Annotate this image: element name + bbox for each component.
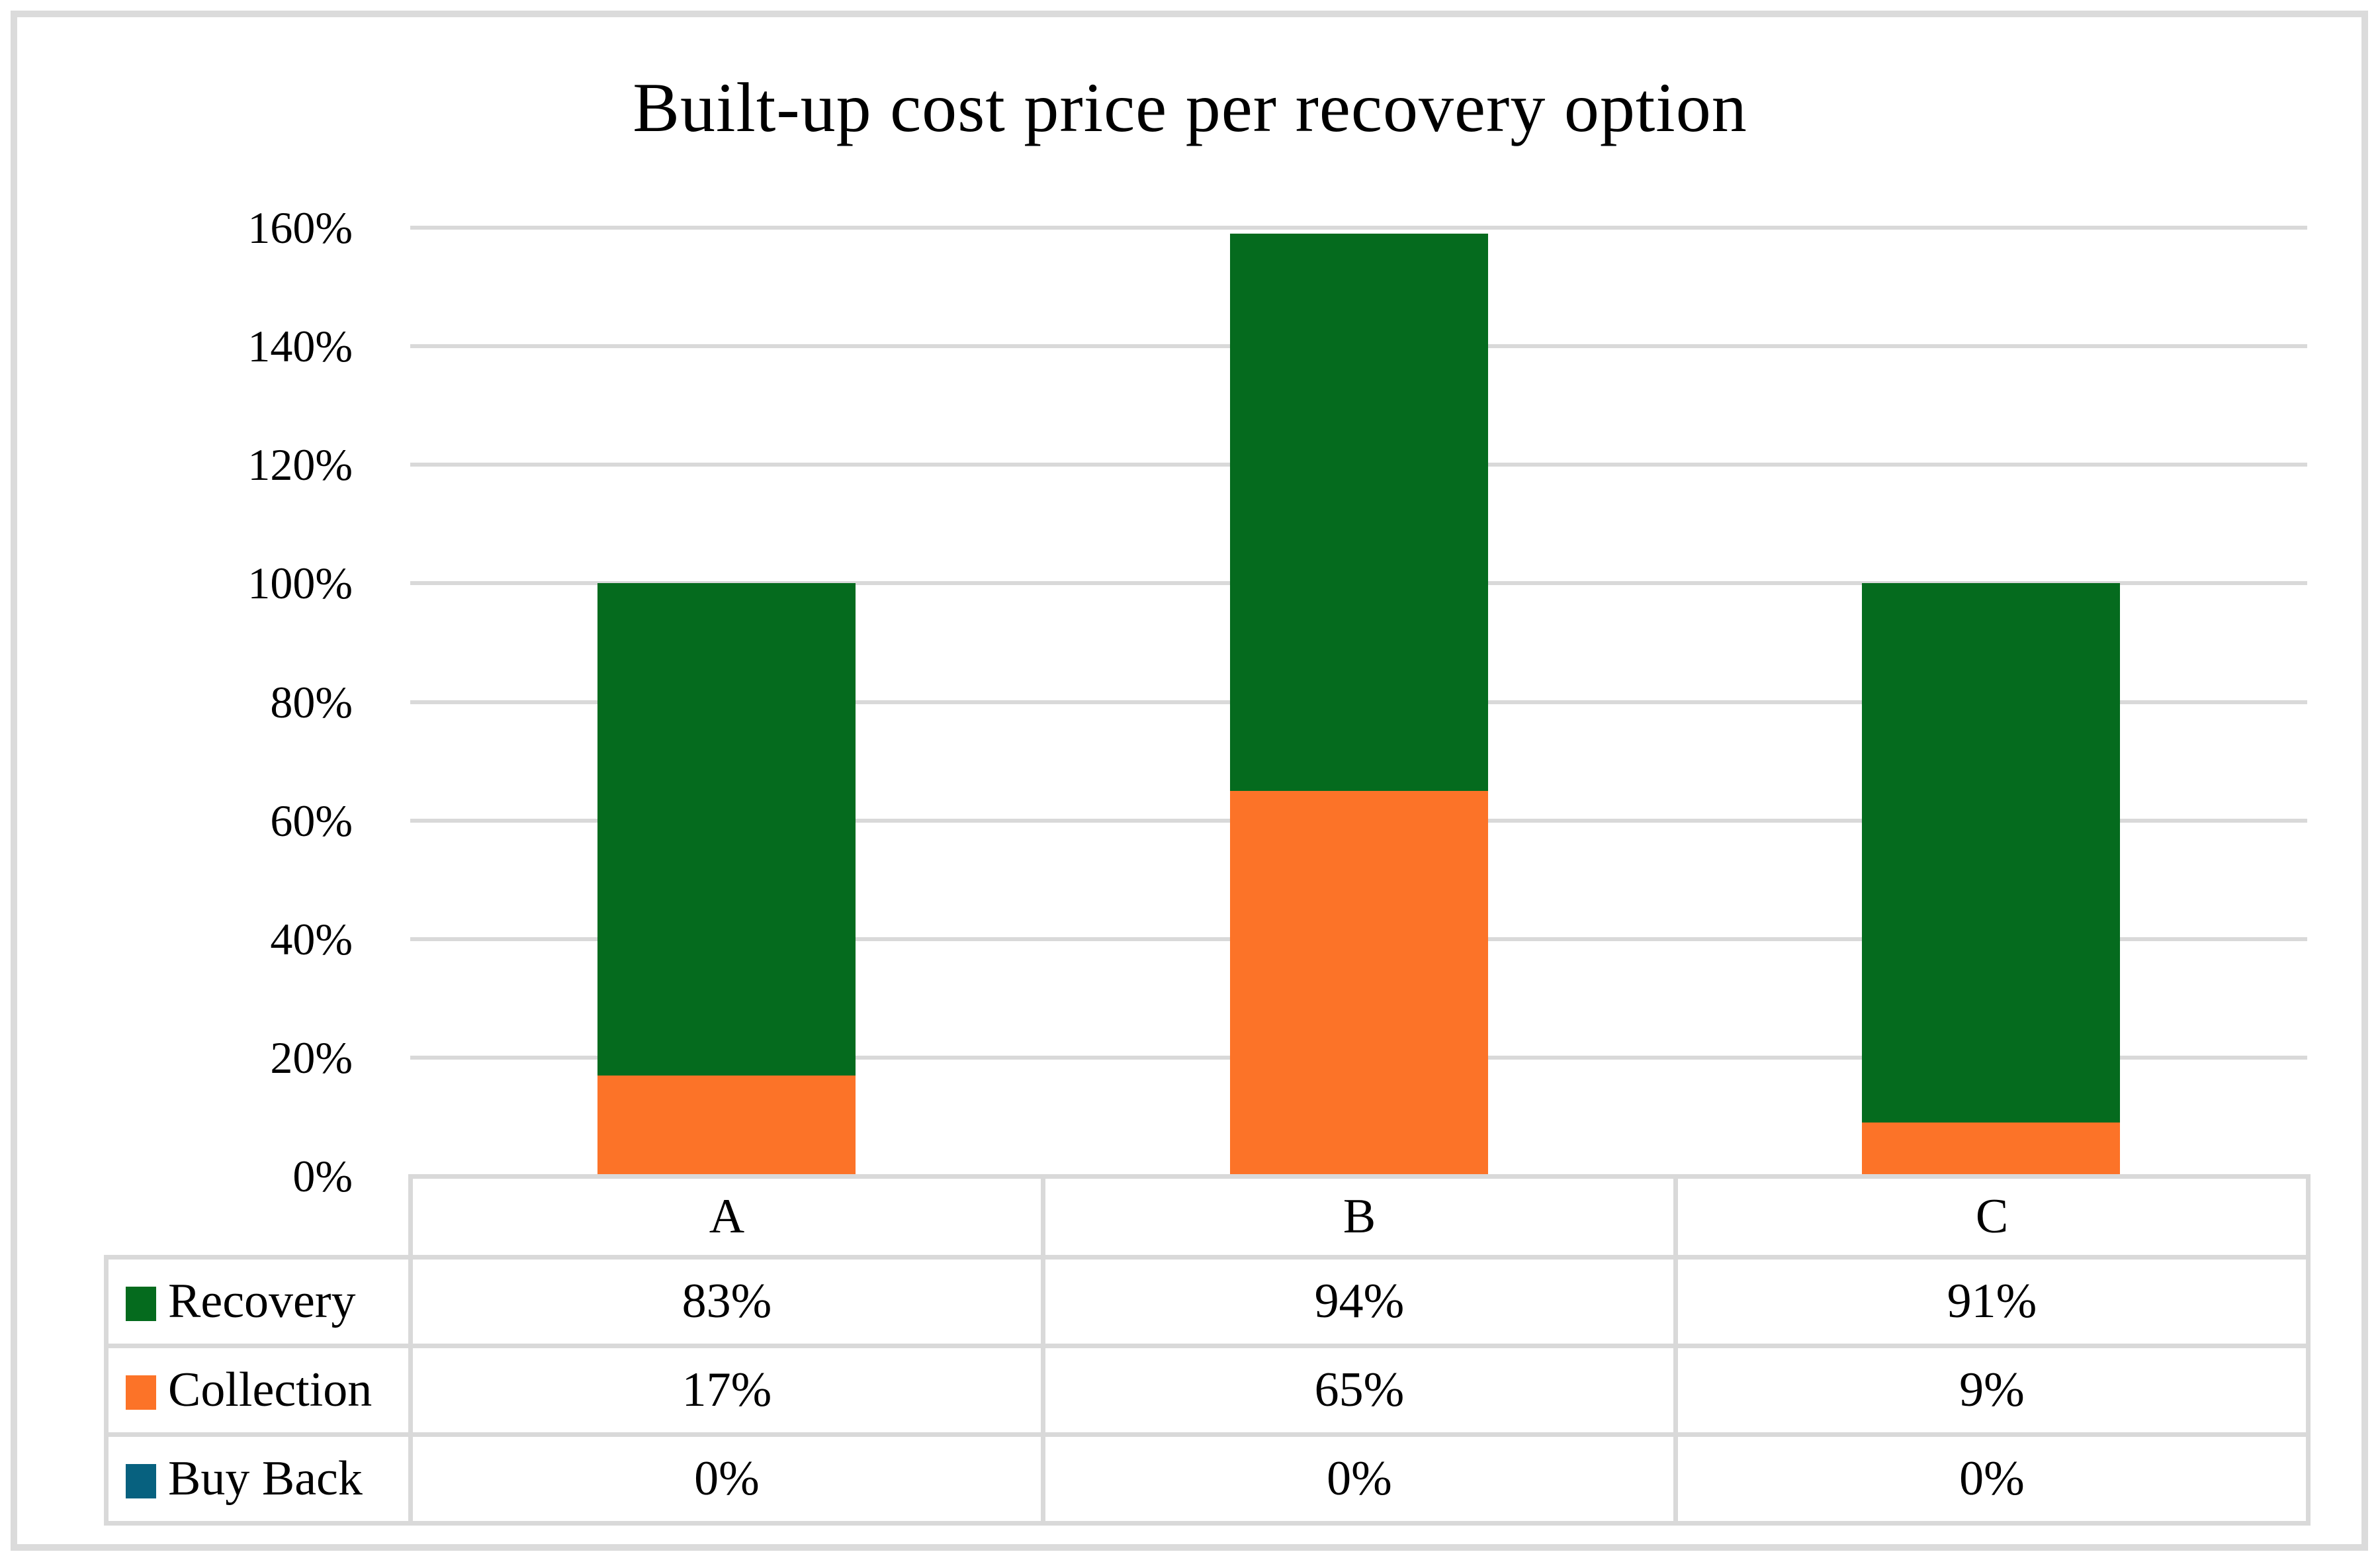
legend-cell-buy-back: Buy Back bbox=[104, 1432, 413, 1526]
y-axis-tick-label: 80% bbox=[270, 676, 353, 727]
gridline-160% bbox=[410, 226, 2307, 230]
value-cell-recovery-b: 94% bbox=[1041, 1255, 1678, 1348]
legend-swatch-collection bbox=[126, 1375, 156, 1410]
legend-label-buy-back: Buy Back bbox=[168, 1451, 363, 1506]
legend-cell-collection: Collection bbox=[104, 1344, 413, 1437]
value-cell-recovery-c: 91% bbox=[1673, 1255, 2311, 1348]
table-corner-cell bbox=[107, 1177, 411, 1258]
y-axis-tick-label: 120% bbox=[247, 439, 353, 490]
legend-label-recovery: Recovery bbox=[168, 1274, 356, 1328]
bar-segment-collection-a bbox=[597, 1075, 856, 1176]
chart-title: Built-up cost price per recovery option bbox=[633, 69, 1747, 146]
bar-segment-recovery-b bbox=[1229, 233, 1488, 791]
value-cell-recovery-a: 83% bbox=[408, 1255, 1045, 1348]
value-cell-buy-back-b: 0% bbox=[1041, 1432, 1678, 1526]
category-header-cell-b: B bbox=[1041, 1174, 1678, 1260]
bar-segment-collection-b bbox=[1229, 790, 1488, 1176]
bar-segment-collection-c bbox=[1862, 1123, 2121, 1176]
y-axis-tick-label: 0% bbox=[292, 1151, 353, 1201]
value-cell-collection-a: 17% bbox=[408, 1344, 1045, 1437]
category-header-cell-c: C bbox=[1673, 1174, 2311, 1260]
y-axis-tick-label: 20% bbox=[270, 1032, 353, 1083]
legend-label-collection: Collection bbox=[168, 1363, 373, 1417]
bar-segment-recovery-c bbox=[1862, 583, 2121, 1123]
legend-swatch-buy-back bbox=[126, 1464, 156, 1498]
data-table: A B C Recovery 83% 94% 91% Collection 17% 65% 9% Bu… bbox=[104, 1174, 2311, 1526]
value-cell-buy-back-a: 0% bbox=[408, 1432, 1045, 1526]
value-cell-collection-b: 65% bbox=[1041, 1344, 1678, 1437]
value-cell-collection-c: 9% bbox=[1673, 1344, 2311, 1437]
legend-cell-recovery: Recovery bbox=[104, 1255, 413, 1348]
bar-segment-recovery-a bbox=[597, 583, 856, 1076]
y-axis-tick-label: 100% bbox=[247, 558, 353, 609]
value-cell-buy-back-c: 0% bbox=[1673, 1432, 2311, 1526]
y-axis-tick-label: 160% bbox=[247, 203, 353, 253]
y-axis-tick-label: 60% bbox=[270, 795, 353, 846]
y-axis-tick-label: 140% bbox=[247, 321, 353, 372]
category-header-cell-a: A bbox=[408, 1174, 1045, 1260]
legend-swatch-recovery bbox=[126, 1287, 156, 1321]
y-axis-tick-label: 40% bbox=[270, 913, 353, 964]
